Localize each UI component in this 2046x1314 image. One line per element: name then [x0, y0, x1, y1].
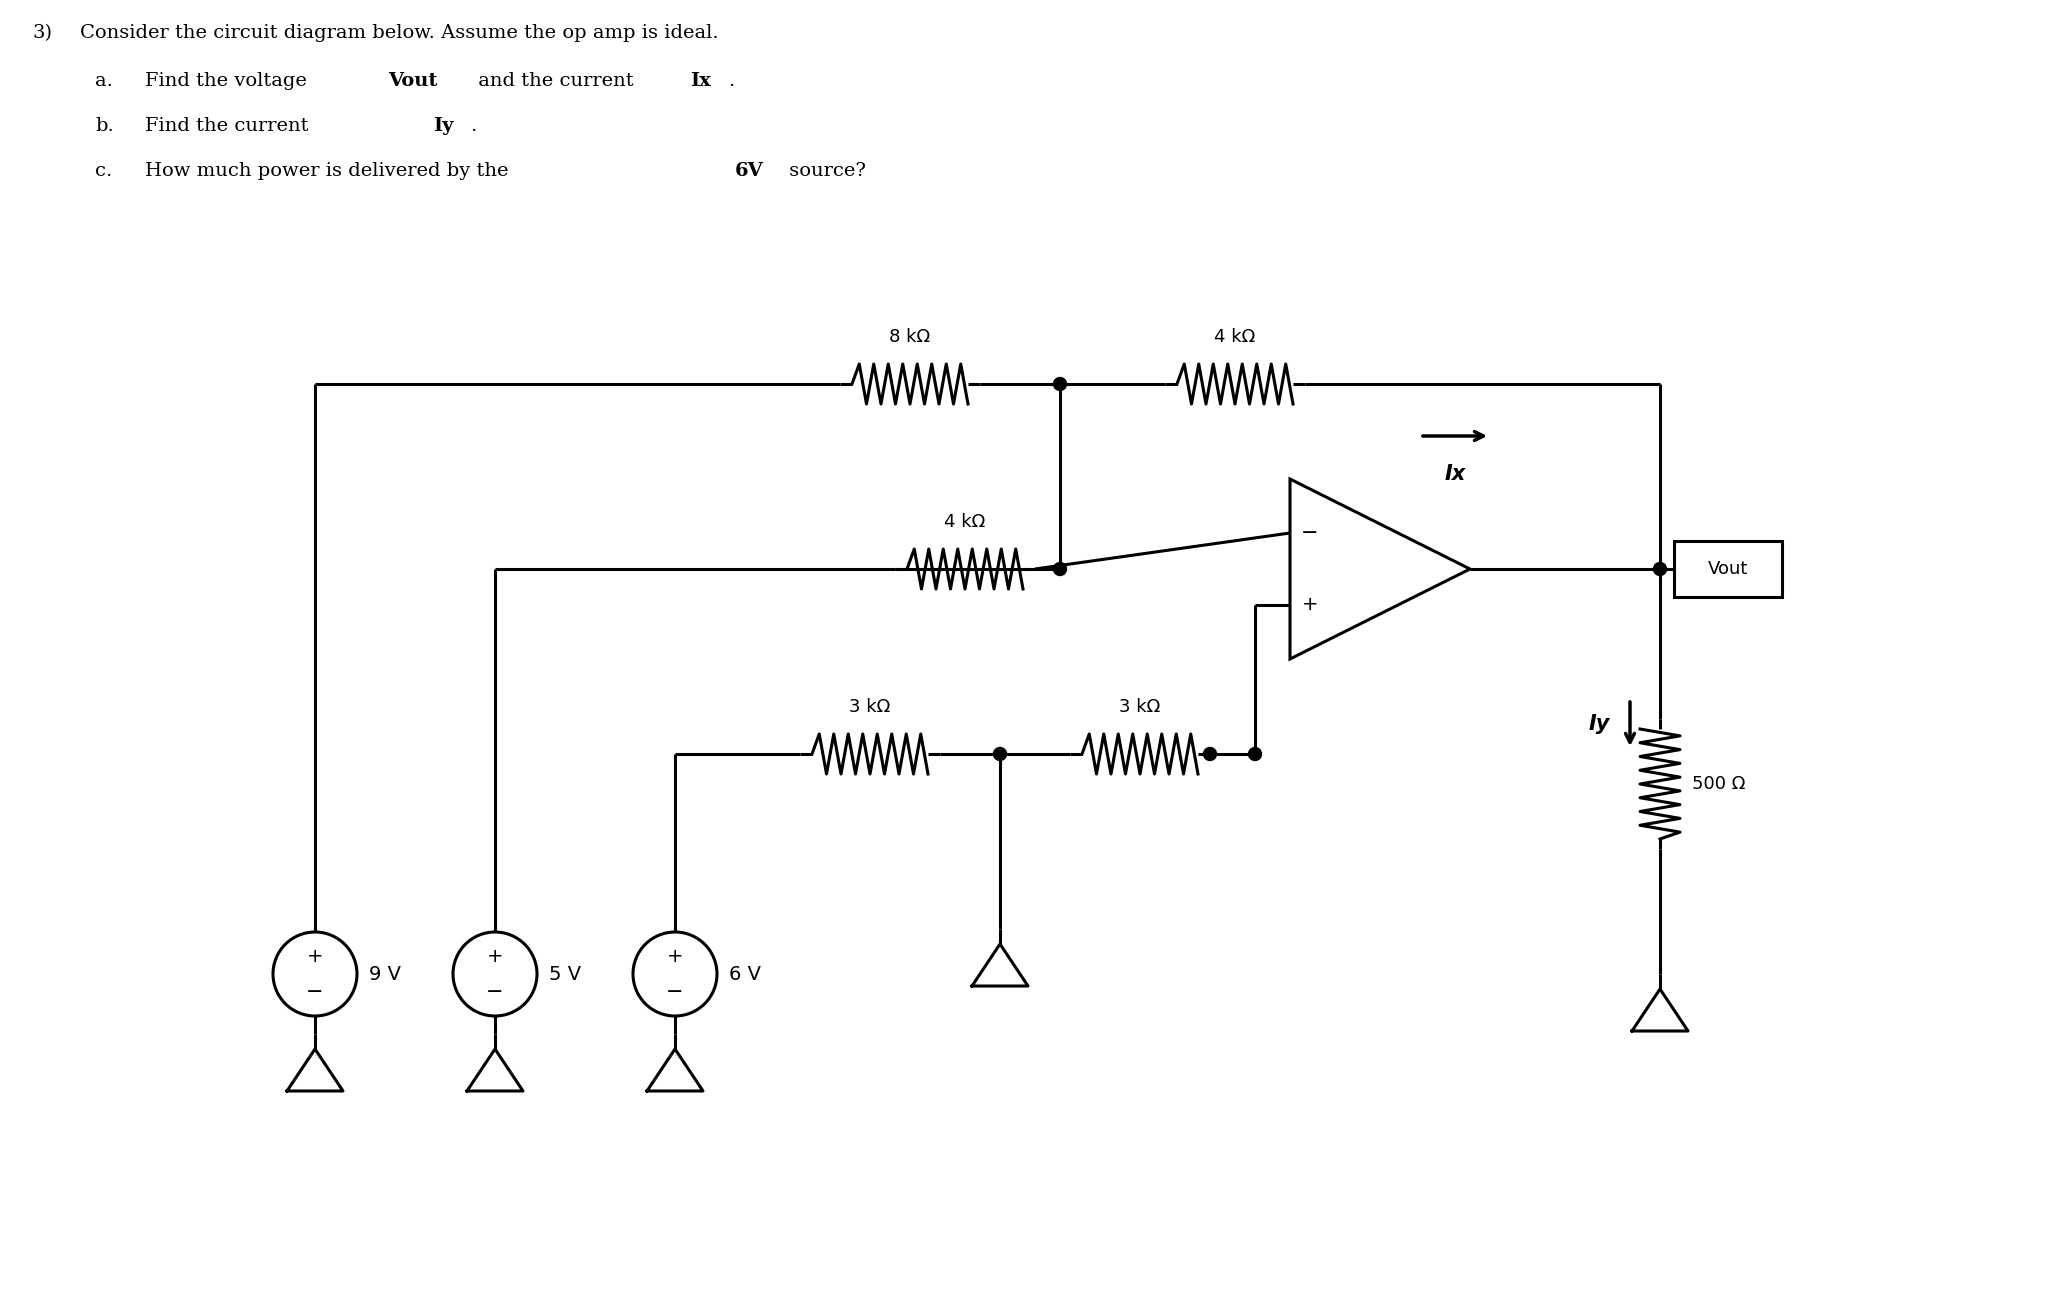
Text: +: + — [487, 947, 503, 966]
Circle shape — [1203, 748, 1217, 761]
Text: Find the voltage: Find the voltage — [145, 72, 313, 89]
Text: Vout: Vout — [389, 72, 438, 89]
Text: Iy: Iy — [1588, 714, 1610, 735]
Circle shape — [994, 748, 1007, 761]
Text: Vout: Vout — [1708, 560, 1747, 578]
Text: Consider the circuit diagram below. Assume the op amp is ideal.: Consider the circuit diagram below. Assu… — [80, 24, 718, 42]
Text: Iy: Iy — [434, 117, 454, 135]
Circle shape — [1054, 562, 1066, 576]
Text: How much power is delivered by the: How much power is delivered by the — [145, 162, 516, 180]
Text: c.: c. — [94, 162, 113, 180]
Text: a.: a. — [94, 72, 113, 89]
Text: 4 kΩ: 4 kΩ — [1215, 328, 1256, 346]
Text: +: + — [1301, 595, 1318, 615]
Text: +: + — [667, 947, 683, 966]
Text: Ix: Ix — [1444, 464, 1465, 484]
Text: and the current: and the current — [473, 72, 640, 89]
Text: 6V: 6V — [735, 162, 763, 180]
Text: .: . — [471, 117, 477, 135]
Text: b.: b. — [94, 117, 115, 135]
Text: 8 kΩ: 8 kΩ — [890, 328, 931, 346]
Text: source?: source? — [784, 162, 865, 180]
Text: 3): 3) — [33, 24, 51, 42]
Text: Ix: Ix — [690, 72, 710, 89]
Text: −: − — [1301, 523, 1320, 543]
Text: −: − — [487, 982, 503, 1001]
Text: 3 kΩ: 3 kΩ — [849, 698, 890, 716]
Circle shape — [1248, 748, 1262, 761]
Text: −: − — [307, 982, 323, 1001]
Text: 6 V: 6 V — [728, 964, 761, 983]
Text: Find the current: Find the current — [145, 117, 315, 135]
Text: +: + — [307, 947, 323, 966]
Circle shape — [1653, 562, 1667, 576]
Text: 500 Ω: 500 Ω — [1692, 775, 1745, 794]
Text: 5 V: 5 V — [548, 964, 581, 983]
Text: 9 V: 9 V — [368, 964, 401, 983]
Text: −: − — [667, 982, 683, 1001]
Circle shape — [1054, 377, 1066, 390]
Text: 4 kΩ: 4 kΩ — [945, 512, 986, 531]
Text: .: . — [728, 72, 735, 89]
FancyBboxPatch shape — [1674, 541, 1782, 597]
Text: 3 kΩ: 3 kΩ — [1119, 698, 1160, 716]
